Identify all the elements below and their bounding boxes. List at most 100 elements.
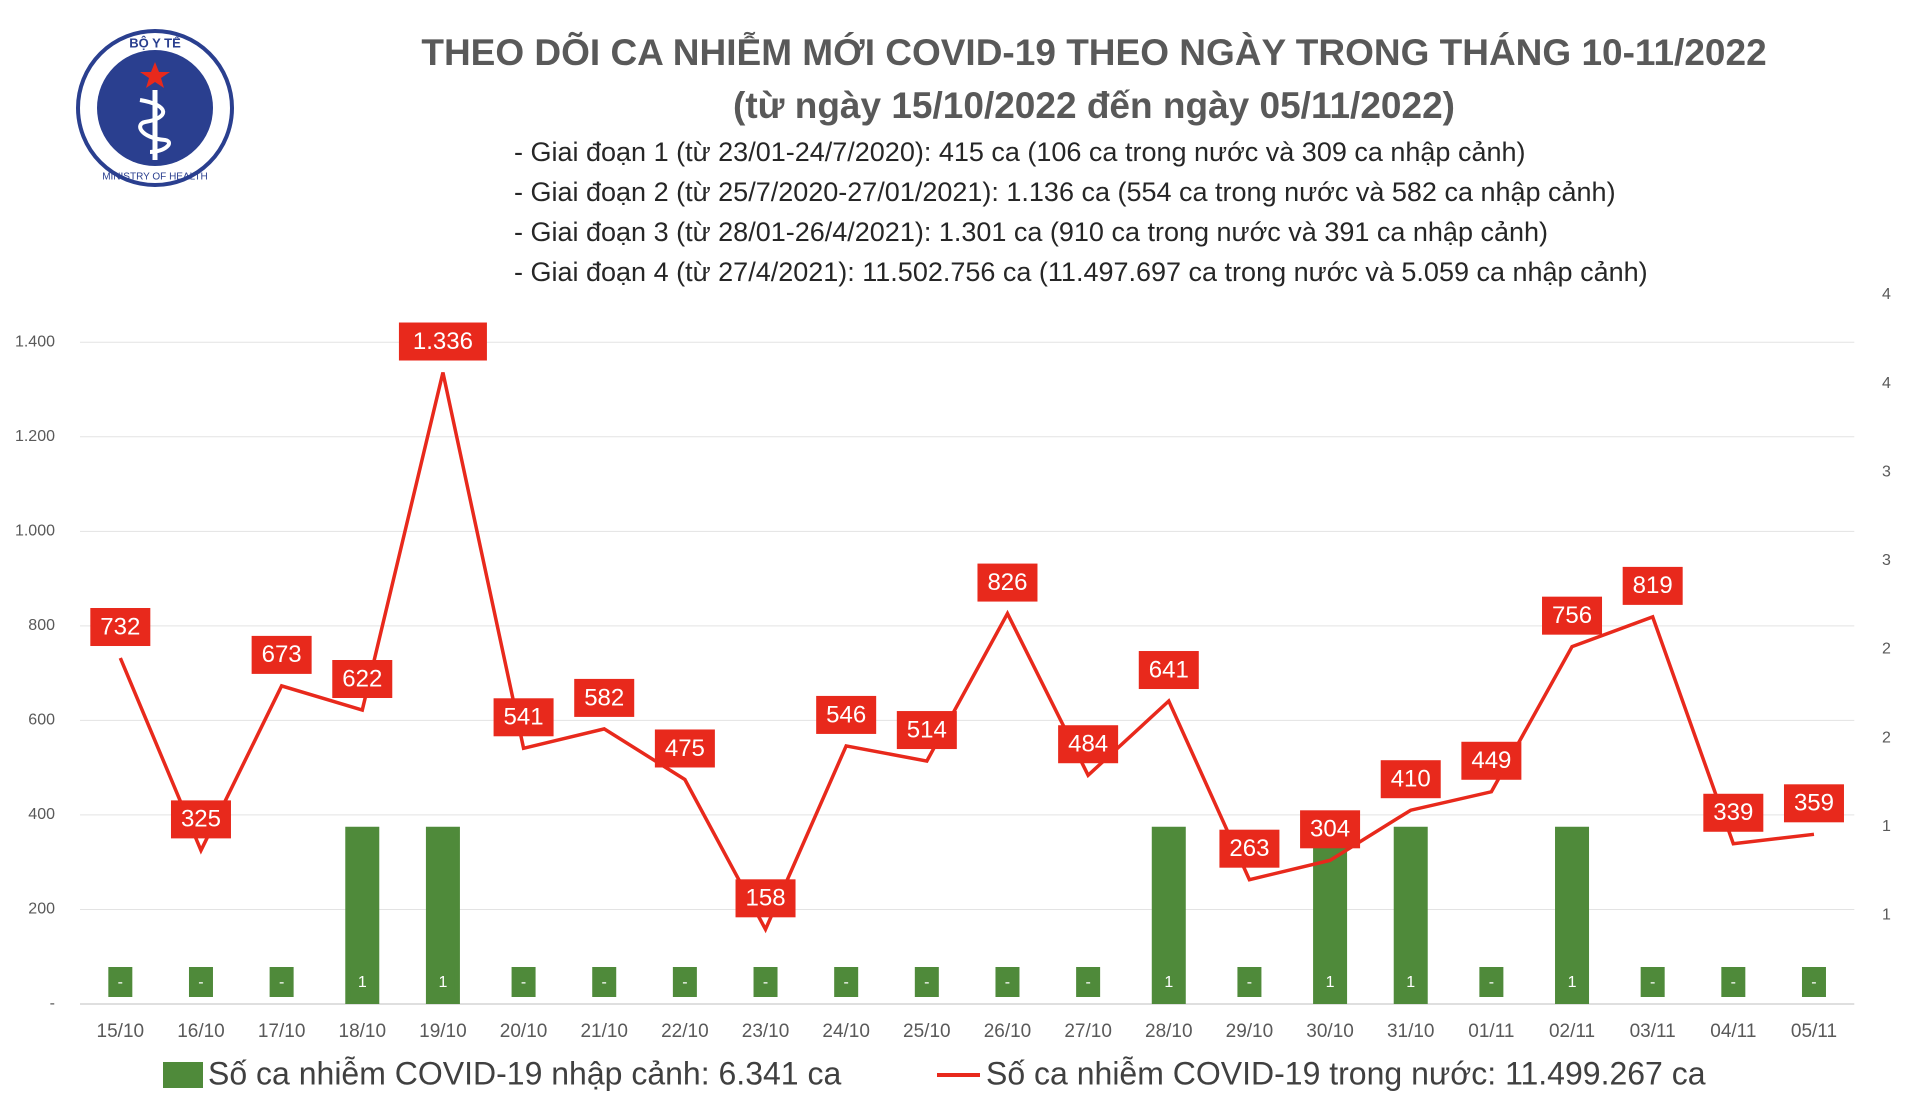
y-tick-label: 600 [28,712,55,729]
bar-label-box [430,967,455,997]
point-label: 732 [100,613,140,640]
y2-tick-label: 3 [1882,463,1891,480]
bar-label-box [1156,967,1181,997]
legend-label: Số ca nhiễm COVID-19 nhập cảnh: 6.341 ca [208,1055,841,1091]
bar-label: - [118,974,123,991]
y-tick-label: 1.000 [15,523,55,540]
point-label-box [1703,793,1764,832]
point-label: 484 [1068,731,1108,758]
bar-label-box [914,967,939,997]
bar-label: - [844,974,849,991]
bar-label: - [521,974,526,991]
logo: BỘ Y TẾ MINISTRY OF HEALTH [76,29,234,187]
y-tick-label: 1.400 [15,333,55,350]
point-label: 673 [262,641,302,668]
x-tick-label: 30/10 [1306,1021,1354,1042]
bar-label-box [672,967,697,997]
logo-top: BỘ Y TẾ [129,35,181,50]
x-tick-label: 24/10 [822,1021,870,1042]
bar-label-box [269,967,294,997]
bar-label-box [1318,967,1343,997]
x-tick-label: 26/10 [984,1021,1032,1042]
bar-label: - [1731,974,1736,991]
logo-snake [138,98,171,154]
point-label: 819 [1633,572,1673,599]
y-tick-label: 200 [28,901,55,918]
point-label: 325 [181,806,221,833]
bar-label: - [1811,974,1816,991]
bar-label: - [198,974,203,991]
bar-label: - [1085,974,1090,991]
bar-label: - [279,974,284,991]
point-label: 449 [1471,747,1511,774]
point-label: 641 [1149,656,1189,683]
y2-tick-label: 4 [1882,286,1891,303]
point-label: 622 [342,665,382,692]
annotation: - Giai đoạn 3 (từ 28/01-26/4/2021): 1.30… [514,217,1548,247]
bar-label: 1 [1568,974,1577,991]
point-label-box [816,695,877,734]
bar-label: - [1650,974,1655,991]
point-label-box [170,800,231,839]
bar-label-box [753,967,778,997]
bar-label: - [602,974,607,991]
bar-label: - [763,974,768,991]
line [118,372,1815,934]
y-tick-label: 800 [28,617,55,634]
x-tick-label: 01/11 [1468,1021,1514,1042]
x-tick-label: 25/10 [903,1021,951,1042]
x-tick-label: 02/11 [1549,1021,1595,1042]
point-label-box [735,879,796,918]
point-label: 475 [665,735,705,762]
point-label-box [1542,596,1603,635]
y2-tick-label: 2 [1882,729,1891,746]
y-tick-label: 400 [28,806,55,823]
point-label-box [654,729,715,768]
point-label: 541 [504,704,544,731]
legend-label: Số ca nhiễm COVID-19 trong nước: 11.499.… [986,1055,1706,1091]
point-label: 582 [584,684,624,711]
point-label: 546 [826,701,866,728]
bar-label: - [1247,974,1252,991]
x-tick-label: 18/10 [339,1021,387,1042]
point-label-box [398,322,487,361]
annotation: - Giai đoạn 1 (từ 23/01-24/7/2020): 415 … [514,137,1526,167]
point-label-box [1058,725,1119,764]
x-tick-label: 31/10 [1387,1021,1435,1042]
x-tick-label: 03/11 [1630,1021,1676,1042]
bar-label-box [1721,967,1746,997]
x-tick-label: 23/10 [742,1021,790,1042]
point-label-box [251,635,312,674]
bar-label: - [924,974,929,991]
y2-tick-label: 1 [1882,907,1891,924]
bar-label-box [834,967,859,997]
y2-tick-label: 2 [1882,641,1891,658]
annotation: - Giai đoạn 2 (từ 25/7/2020-27/01/2021):… [514,177,1616,207]
point-label: 514 [907,716,947,743]
point-label-box [1783,784,1844,823]
x-tick-label: 27/10 [1064,1021,1112,1042]
bar-label: 1 [358,974,367,991]
point-label-box [1138,651,1199,690]
point-label-box [574,678,635,717]
x-tick-label: 04/11 [1710,1021,1756,1042]
bar-label: 1 [438,974,447,991]
bar-label-box [1801,967,1826,997]
bar-label-box [1479,967,1504,997]
x-tick-label: 21/10 [580,1021,628,1042]
bar-label-box [1237,967,1262,997]
x-tick-label: 19/10 [419,1021,467,1042]
y2-tick-label: 1 [1882,818,1891,835]
point-label-box [896,711,957,750]
point-label: 359 [1794,790,1834,817]
point-label-box [493,698,554,737]
chart-subtitle: (từ ngày 15/10/2022 đến ngày 05/11/2022) [733,85,1455,126]
bar-label-box [1560,967,1585,997]
point-label-box [1219,829,1280,868]
y-tick-label: 1.200 [15,428,55,445]
x-tick-label: 17/10 [258,1021,306,1042]
bar-label-box [1076,967,1101,997]
bar-label-box [511,967,536,997]
